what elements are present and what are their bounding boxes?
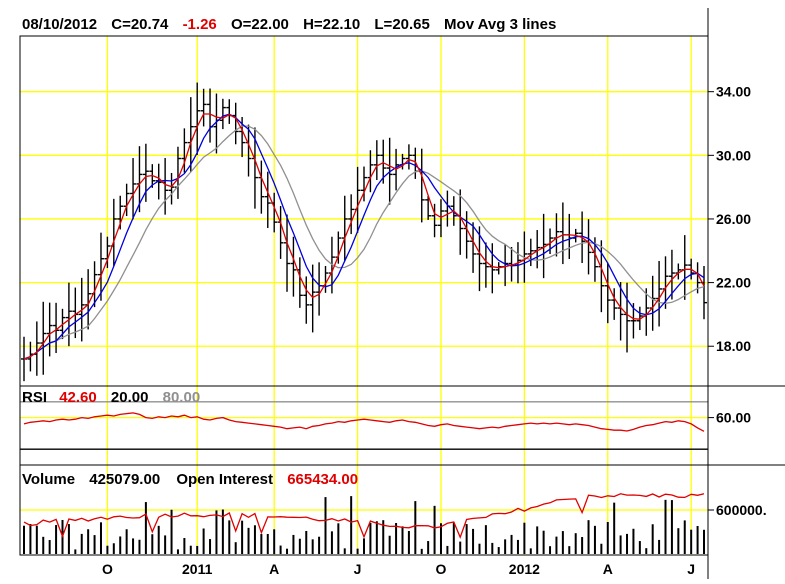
header-open: O=22.00 xyxy=(231,16,289,33)
x-tick-label: A xyxy=(603,561,613,577)
moving-average-line xyxy=(23,125,705,360)
y-tick-label: 22.00 xyxy=(716,275,751,291)
header-change: -1.26 xyxy=(183,16,217,33)
moving-average-line xyxy=(23,113,705,360)
x-tick-label: J xyxy=(687,561,695,577)
rsi-header: RSI 42.60 20.00 80.00 xyxy=(22,389,200,406)
rsi-low-level: 20.00 xyxy=(111,389,149,406)
oi-label: Open Interest xyxy=(176,471,273,488)
x-tick-label: J xyxy=(354,561,362,577)
x-tick-label: O xyxy=(436,561,447,577)
y-tick-label: 30.00 xyxy=(716,147,751,163)
y-tick-label: 26.00 xyxy=(716,211,751,227)
header-date: 08/10/2012 xyxy=(22,16,97,33)
rsi-value: 42.60 xyxy=(59,389,97,406)
grid-layer xyxy=(20,36,708,555)
volume-tick-label: 600000. xyxy=(716,502,767,518)
header-close: C=20.74 xyxy=(111,16,169,33)
volume-value: 425079.00 xyxy=(89,471,160,488)
moving-average-line xyxy=(23,113,705,360)
open-interest-line xyxy=(23,493,705,539)
content-layer xyxy=(21,82,707,554)
rsi-high-level: 80.00 xyxy=(163,389,201,406)
y-tick-label: 34.00 xyxy=(716,84,751,100)
volume-header: Volume 425079.00 Open Interest 665434.00 xyxy=(22,471,358,488)
price-header: 08/10/2012 C=20.74 -1.26 O=22.00 H=22.10… xyxy=(22,16,556,33)
x-tick-label: 2012 xyxy=(509,561,540,577)
y-tick-label: 18.00 xyxy=(716,338,751,354)
rsi-label: RSI xyxy=(22,389,47,406)
volume-label: Volume xyxy=(22,471,75,488)
x-tick-label: O xyxy=(102,561,113,577)
header-indicator: Mov Avg 3 lines xyxy=(444,16,556,33)
axis-layer: O 2011 A J O 2012 A J 34.00 30.00 26.00 22.00 18.00 6… xyxy=(19,8,785,579)
header-low: L=20.65 xyxy=(374,16,429,33)
x-tick-label: A xyxy=(269,561,279,577)
header-high: H=22.10 xyxy=(303,16,360,33)
rsi-line xyxy=(23,412,705,432)
oi-value: 665434.00 xyxy=(287,471,358,488)
rsi-tick-label: 60.00 xyxy=(716,410,751,426)
x-tick-label: 2011 xyxy=(182,561,213,577)
